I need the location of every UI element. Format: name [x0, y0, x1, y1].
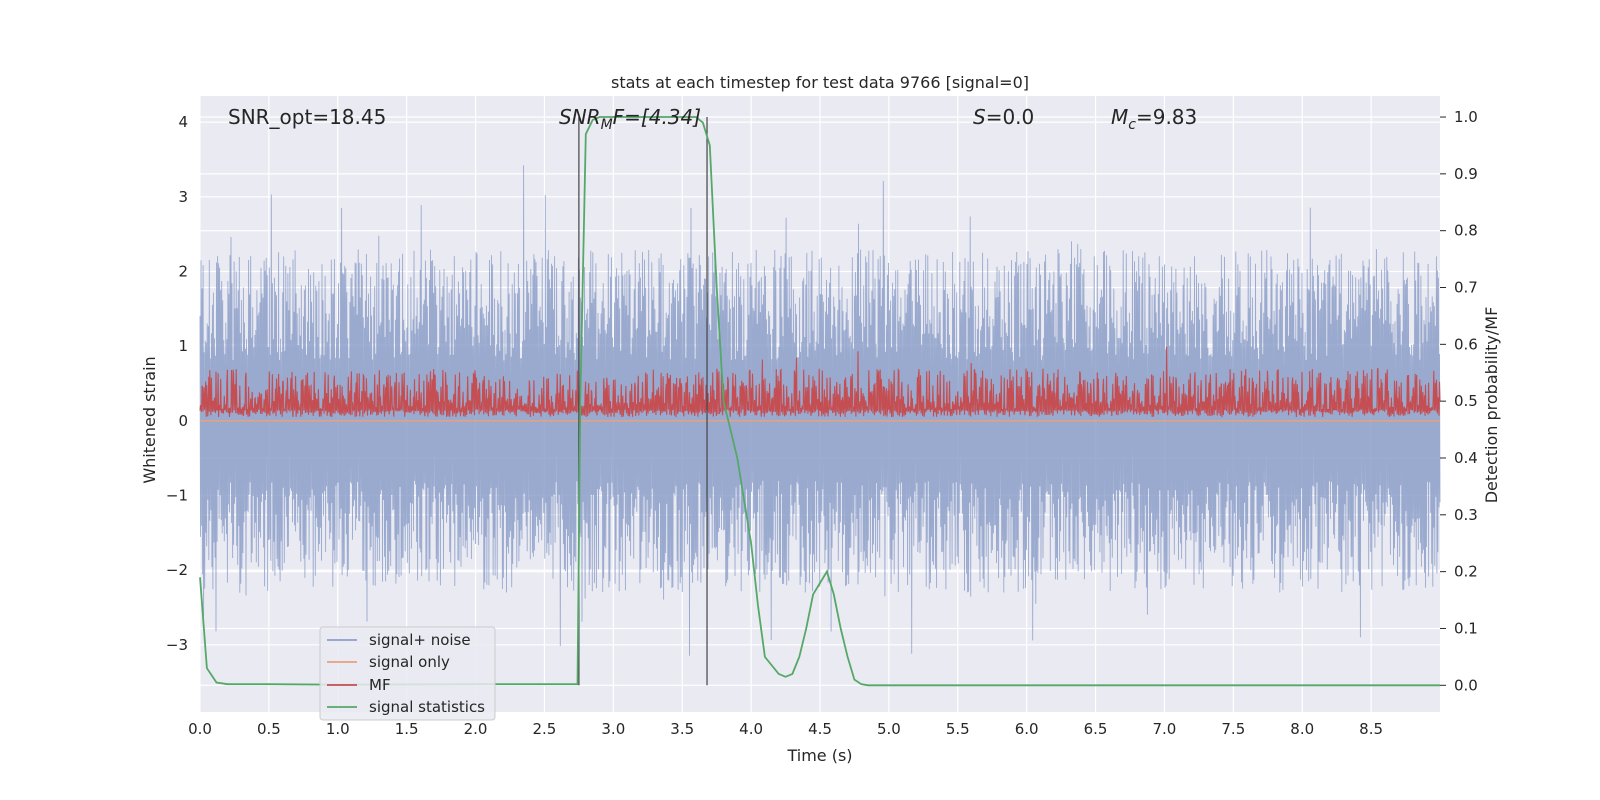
- y-tick-label: 0: [178, 412, 188, 430]
- legend-label-signal-only: signal only: [369, 653, 450, 671]
- x-tick-label: 1.5: [395, 720, 419, 738]
- y-tick-label: 2: [178, 262, 188, 280]
- y2-tick-label: 0.7: [1454, 279, 1478, 297]
- x-tick-label: 4.5: [808, 720, 832, 738]
- y2-axis-label: Detection probability/MF: [1482, 307, 1501, 504]
- x-tick-label: 7.5: [1221, 720, 1245, 738]
- x-tick-label: 8.5: [1359, 720, 1383, 738]
- x-tick-label: 3.0: [601, 720, 625, 738]
- x-tick-label: 5.5: [946, 720, 970, 738]
- y2-tick-label: 0.1: [1454, 619, 1478, 637]
- y2-tick-label: 0.2: [1454, 563, 1478, 581]
- legend-box: [319, 626, 496, 721]
- y2-tick-label: 0.6: [1454, 335, 1478, 353]
- y-tick-label: 4: [178, 113, 188, 131]
- y2-tick-label: 0.8: [1454, 222, 1478, 240]
- y-tick-label: −1: [166, 486, 188, 504]
- series-signal-statistics: [199, 116, 1440, 687]
- annotation-snr-opt: SNR_opt=18.45: [228, 105, 386, 129]
- x-tick-label: 8.0: [1290, 720, 1314, 738]
- x-tick-label: 3.5: [670, 720, 694, 738]
- y-tick-label: −2: [166, 561, 188, 579]
- x-tick-label: 0.5: [257, 720, 281, 738]
- y-axis-label: Whitened strain: [140, 356, 159, 483]
- y2-tick-label: 1.0: [1454, 108, 1478, 126]
- legend-label-mf: MF: [369, 676, 391, 694]
- legend-label-signal-statistics: signal statistics: [369, 698, 485, 716]
- annotation-mc: Mc=9.83: [1111, 105, 1197, 133]
- x-tick-label: 2.5: [533, 720, 557, 738]
- x-tick-label: 5.0: [877, 720, 901, 738]
- x-tick-label: 6.0: [1015, 720, 1039, 738]
- annotation-mc-sub: c: [1128, 117, 1136, 133]
- x-axis-label: Time (s): [786, 746, 852, 765]
- y2-tick-label: 0.9: [1454, 165, 1478, 183]
- ticks: 0.0 0.5 1.0 1.5 2.0 2.5 3.0 3.5 4.0 4.5 5.0 5.5 6.0 6…: [166, 108, 1478, 738]
- y2-tick-label: 0.4: [1454, 449, 1478, 467]
- annotation-snr-mf-main: SNR: [559, 105, 601, 129]
- y-tick-label: 1: [178, 337, 188, 355]
- y2-tick-label: 0.3: [1454, 506, 1478, 524]
- x-tick-label: 4.0: [739, 720, 763, 738]
- annotation-snr-mf-rest: F=[4.34]: [613, 105, 701, 129]
- series-layer: [199, 116, 1441, 687]
- annotation-mc-main: M: [1111, 105, 1128, 129]
- series-signal-noise: [199, 165, 1441, 656]
- x-tick-label: 2.0: [464, 720, 488, 738]
- legend: signal+ noise signal only MF signal stat…: [319, 626, 496, 721]
- annotation-s: S=0.0: [973, 105, 1034, 129]
- x-tick-label: 0.0: [188, 720, 212, 738]
- annotation-s-rest: =0.0: [986, 105, 1035, 129]
- x-tick-label: 6.5: [1084, 720, 1108, 738]
- x-tick-label: 7.0: [1153, 720, 1177, 738]
- x-tick-label: 1.0: [326, 720, 350, 738]
- y2-tick-label: 0.0: [1454, 676, 1478, 694]
- annotation-snr-mf-sub: M: [601, 117, 613, 133]
- annotation-snr-mf: SNRMF=[4.34]: [559, 105, 701, 133]
- legend-label-signal-noise: signal+ noise: [369, 631, 471, 649]
- chart-title: stats at each timestep for test data 976…: [611, 73, 1029, 92]
- annotation-mc-rest: =9.83: [1136, 105, 1197, 129]
- y2-tick-label: 0.5: [1454, 392, 1478, 410]
- annotation-s-main: S: [973, 105, 986, 129]
- y-tick-label: −3: [166, 636, 188, 654]
- series-mf: [199, 346, 1441, 418]
- y-tick-label: 3: [178, 188, 188, 206]
